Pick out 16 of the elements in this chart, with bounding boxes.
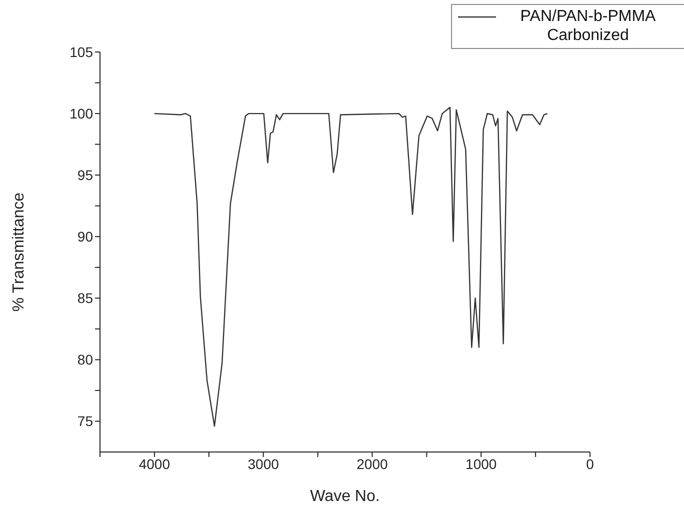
y-tick-label: 95 [77,167,94,184]
y-tick-label: 90 [77,228,94,245]
line-series [154,106,548,427]
y-tick-label: 85 [77,290,94,306]
x-tick-label: 0 [586,456,594,472]
y-tick-label: 105 [70,44,94,60]
x-tick-label: 2000 [356,456,388,472]
x-tick-label: 1000 [466,456,497,472]
legend-label: PAN/PAN-b-PMMA Carbonized [519,7,657,45]
y-tick-label: 75 [77,413,94,430]
x-axis-title: Wave No. [310,488,380,505]
x-tick-label: 4000 [138,456,170,472]
y-tick-label: 100 [70,106,94,122]
y-tick-label: 80 [77,352,94,368]
y-axis-title: % Transmittance [10,192,28,312]
x-tick-label: 3000 [248,456,280,472]
